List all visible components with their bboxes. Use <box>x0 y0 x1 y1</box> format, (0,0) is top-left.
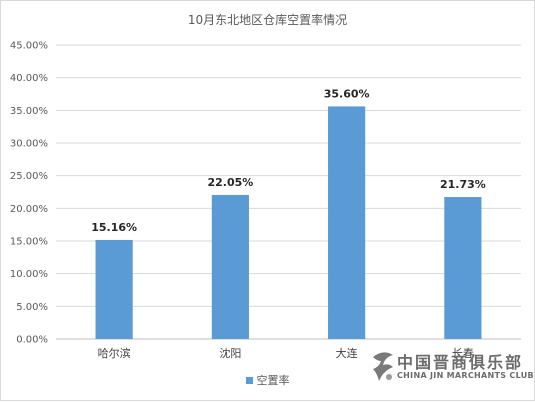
category-label: 大连 <box>336 346 358 360</box>
y-tick-label: 0.00% <box>16 335 48 346</box>
legend: 空置率 <box>1 372 534 388</box>
legend-swatch <box>245 376 253 384</box>
watermark-text-en: CHINA JIN MARCHANTS CLUB <box>397 371 534 380</box>
chart-title: 10月东北地区仓库空置率情况 <box>187 13 348 27</box>
bar <box>95 239 133 339</box>
category-label: 沈阳 <box>219 346 241 360</box>
y-tick-label: 40.00% <box>10 73 48 84</box>
data-label: 35.60% <box>324 87 370 100</box>
data-label: 21.73% <box>440 178 486 191</box>
bar <box>328 106 366 339</box>
data-label: 15.16% <box>91 221 137 234</box>
watermark-text-cn: 中国晋商俱乐部 <box>397 353 524 372</box>
y-tick-label: 45.00% <box>10 41 48 52</box>
data-label: 22.05% <box>207 176 253 189</box>
y-tick-label: 5.00% <box>16 302 48 313</box>
watermark-logo: 中国晋商俱乐部 CHINA JIN MARCHANTS CLUB <box>369 347 534 389</box>
category-label: 哈尔滨 <box>98 346 131 360</box>
y-tick-label: 30.00% <box>10 139 48 150</box>
y-tick-label: 10.00% <box>10 269 48 280</box>
y-tick-label: 20.00% <box>10 204 48 215</box>
y-tick-label: 25.00% <box>10 171 48 182</box>
club-emblem-icon <box>373 352 393 381</box>
legend-label: 空置率 <box>256 374 290 387</box>
bar <box>444 197 482 339</box>
category-label: 长春 <box>452 347 474 360</box>
bar <box>211 194 249 339</box>
y-tick-label: 35.00% <box>10 106 48 117</box>
y-tick-label: 15.00% <box>10 237 48 248</box>
